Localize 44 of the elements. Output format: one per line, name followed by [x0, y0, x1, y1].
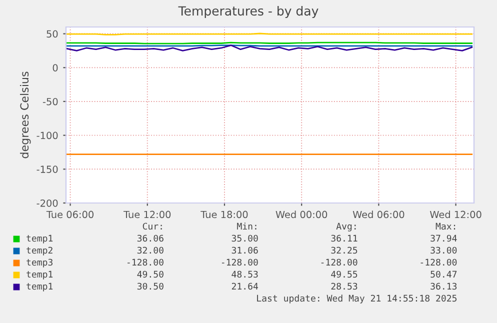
legend-label: temp1 [26, 234, 53, 244]
text: 28.53 [331, 282, 358, 290]
legend-label: temp1 [26, 282, 53, 292]
x-tick-label: Tue 06:00 [46, 210, 94, 218]
text: 36.13 [430, 282, 457, 290]
text: 30.50 [137, 282, 164, 290]
x-tick-label: Wed 00:00 [276, 210, 328, 218]
text: 21.64 [232, 282, 258, 290]
y-tick-label: -50 [42, 98, 58, 106]
text: 37.94 [430, 234, 457, 242]
text: 49.55 [331, 270, 358, 278]
y-tick-label: -150 [36, 166, 58, 173]
x-tick-label: Tue 18:00 [200, 210, 248, 218]
text: 49.50 [137, 270, 164, 278]
text: Cur: [142, 222, 162, 230]
text: 36.06 [137, 234, 164, 242]
text: 32.00 [137, 246, 164, 254]
y-tick-label: -100 [36, 132, 58, 140]
text: -128.00 [128, 258, 164, 266]
text: Min: [237, 222, 256, 230]
text: 36.11 [331, 234, 358, 242]
y-axis-title: degrees Celsius [20, 72, 31, 158]
x-tick-label: Tue 12:00 [123, 210, 171, 218]
text: Last update: Wed May 21 14:55:18 2025 [257, 294, 457, 304]
legend-label: temp3 [26, 258, 52, 268]
text: Avg: [336, 222, 356, 232]
text: -128.00 [321, 258, 358, 266]
legend-label: temp2 [26, 246, 52, 256]
text: 32.25 [331, 246, 358, 254]
x-tick-label: Wed 06:00 [352, 210, 404, 218]
text: 50.47 [430, 270, 457, 278]
text: Max: [436, 222, 456, 230]
y-tick-label: -200 [36, 199, 58, 207]
chart-title: Temperatures - by day [178, 6, 318, 18]
text: 33.00 [430, 246, 457, 254]
y-tick-label: 0 [52, 64, 58, 72]
legend-label: temp1 [26, 270, 53, 280]
text: 35.00 [232, 234, 258, 242]
y-tick-label: 50 [46, 30, 58, 38]
text: 48.53 [232, 270, 258, 278]
text: -128.00 [420, 258, 457, 266]
text: -128.00 [222, 258, 258, 266]
text: 31.06 [232, 246, 258, 254]
x-tick-label: Wed 12:00 [430, 210, 482, 218]
